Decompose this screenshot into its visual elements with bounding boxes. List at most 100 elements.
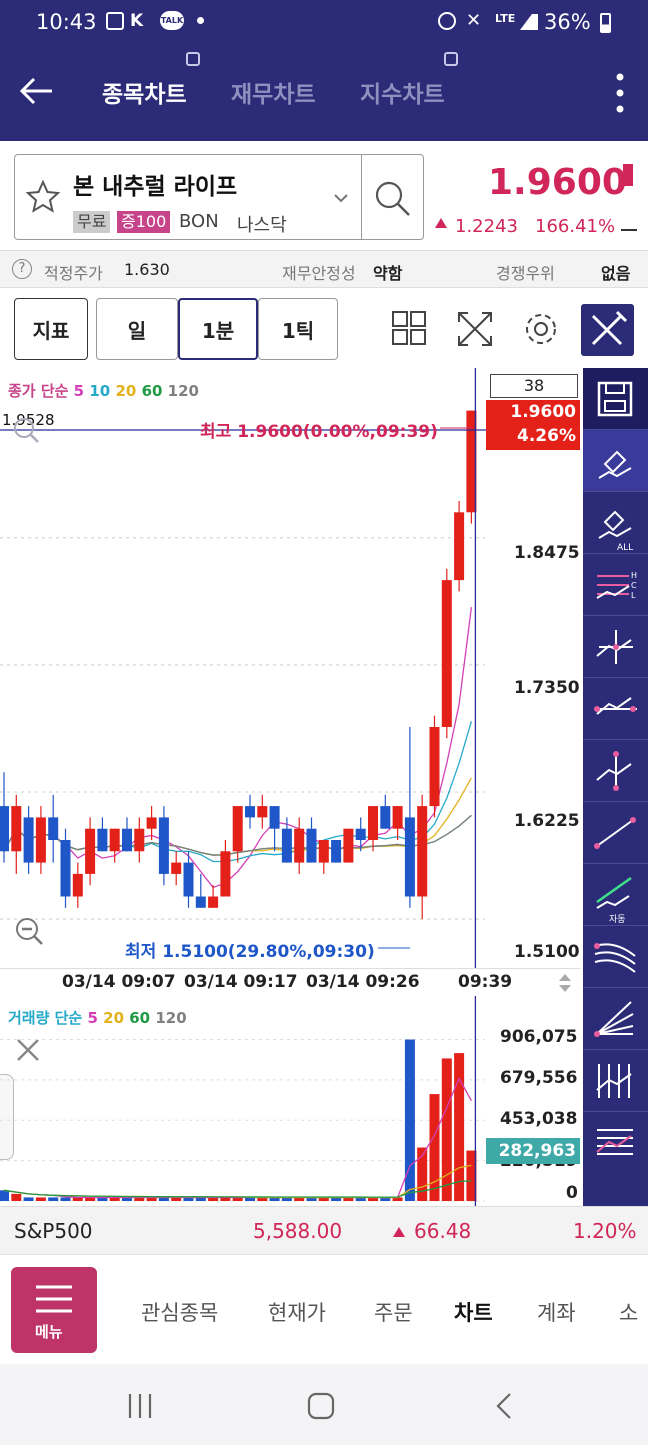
crosshair-line-icon[interactable]	[583, 616, 648, 678]
volume-bar	[60, 1197, 71, 1201]
svg-text:자동: 자동	[609, 914, 626, 925]
price-percent: 166.41%	[535, 216, 616, 237]
recent-apps-icon[interactable]	[126, 1392, 154, 1420]
tab-badge-icon	[186, 52, 200, 66]
current-price-value: 1.9600	[510, 402, 576, 422]
current-percent-value: 4.26%	[517, 426, 576, 446]
index-ticker[interactable]: S&P500 5,588.00 66.48 1.20%	[0, 1206, 648, 1254]
price-chart[interactable]: 종가 단순 5 10 20 60 120 1.9528 38 1.9600 4.…	[0, 368, 580, 968]
search-icon[interactable]	[373, 179, 413, 219]
volume-bar	[343, 1197, 354, 1201]
competition-label: 경쟁우위	[496, 264, 555, 283]
nav-order[interactable]: 주문	[374, 1301, 413, 1325]
candle-body	[35, 817, 46, 863]
layout-grid-icon[interactable]	[391, 310, 427, 346]
save-icon[interactable]	[583, 368, 648, 430]
candle-body	[368, 806, 378, 840]
zoom-out-icon[interactable]	[14, 916, 44, 946]
tab-index-chart[interactable]: 지수차트	[360, 82, 445, 108]
volume-ma60-line	[3, 1180, 472, 1198]
candle-body	[281, 828, 292, 863]
nav-current-price[interactable]: 현재가	[268, 1301, 326, 1325]
volume-bar	[158, 1197, 169, 1201]
tab-financial-chart[interactable]: 재무차트	[231, 82, 316, 108]
nav-chart[interactable]: 차트	[454, 1301, 493, 1325]
svg-text:C: C	[631, 581, 637, 590]
system-nav	[0, 1364, 648, 1445]
volume-bar	[281, 1197, 292, 1201]
status-time: 10:43	[36, 10, 97, 34]
y-axis-label-2: 1.7350	[514, 678, 580, 698]
volume-bar	[35, 1197, 46, 1201]
fan-lines-icon[interactable]	[583, 988, 648, 1050]
volume-legend-ma20: 20	[103, 1009, 125, 1027]
close-icon[interactable]	[14, 1036, 42, 1064]
stock-name: 본 내추럴 라이프	[73, 174, 238, 200]
price-chart-canvas[interactable]	[0, 368, 580, 968]
alarm-icon	[438, 12, 456, 30]
eraser-icon[interactable]	[583, 430, 648, 492]
volume-bar	[97, 1197, 108, 1201]
volume-chart[interactable]: 거래량 단순 5 20 60 120 906,075 679,556 453,0…	[0, 996, 580, 1206]
help-icon[interactable]: ?	[12, 259, 32, 279]
period-1min-button[interactable]: 1분	[178, 298, 258, 360]
volume-axis-label-2: 679,556	[500, 1068, 578, 1088]
vertical-lines-icon[interactable]	[583, 1050, 648, 1112]
volume-bar	[109, 1197, 120, 1201]
period-day-button[interactable]: 일	[96, 298, 178, 360]
tab-badge-icon	[444, 52, 458, 66]
menu-button[interactable]: 메뉴	[11, 1267, 97, 1353]
tab-stock-chart[interactable]: 종목차트	[102, 82, 187, 108]
dropdown-icon[interactable]	[333, 189, 349, 203]
home-icon[interactable]	[307, 1392, 335, 1420]
fullscreen-icon[interactable]	[456, 310, 494, 348]
candle-body	[146, 817, 157, 829]
volume-bar	[122, 1197, 132, 1201]
nav-more[interactable]: 소	[619, 1301, 639, 1325]
volume-bar	[0, 1190, 9, 1201]
back-icon[interactable]	[18, 73, 54, 109]
horizontal-lines-icon[interactable]	[583, 1112, 648, 1174]
horizontal-line-icon[interactable]	[583, 678, 648, 740]
arc-lines-icon[interactable]	[583, 926, 648, 988]
volume-bar	[23, 1197, 34, 1201]
trend-line-icon[interactable]	[583, 802, 648, 864]
volume-bar	[195, 1197, 206, 1201]
volume-axis-label-1: 906,075	[500, 1027, 578, 1047]
volume-axis-label-5: 0	[566, 1183, 578, 1203]
nav-account[interactable]: 계좌	[537, 1301, 576, 1325]
vertical-line-icon[interactable]	[583, 740, 648, 802]
volume-axis-label-3: 453,038	[500, 1109, 578, 1129]
candle-body	[429, 727, 440, 807]
candle-body	[134, 828, 145, 852]
time-label-1: 03/14 09:07	[62, 972, 176, 992]
app-notify-icon: K	[130, 11, 144, 31]
nav-watchlist[interactable]: 관심종목	[141, 1301, 219, 1325]
candle-body	[269, 806, 280, 829]
drawing-tools-button[interactable]	[581, 304, 634, 356]
candle-body	[122, 828, 132, 852]
volume-bar	[245, 1197, 255, 1201]
zoom-in-icon[interactable]	[12, 416, 40, 444]
favorite-star-icon[interactable]	[25, 179, 61, 215]
more-menu-icon[interactable]	[614, 71, 626, 115]
last-price: 1.9600	[488, 162, 627, 203]
auto-trend-icon[interactable]: 자동	[583, 864, 648, 926]
back-nav-icon[interactable]	[492, 1392, 520, 1420]
battery-percent: 36%	[544, 10, 591, 34]
competition-value: 없음	[601, 264, 631, 283]
indicator-button[interactable]: 지표	[14, 298, 88, 360]
period-1tick-button[interactable]: 1틱	[258, 298, 338, 360]
y-axis-label-4: 1.5100	[514, 942, 580, 962]
volume-current-tag: 282,963	[486, 1138, 580, 1164]
candle-body	[245, 806, 255, 818]
volume-chart-canvas[interactable]	[0, 996, 580, 1206]
stock-selector[interactable]: 본 내추럴 라이프 무료 증100 BON 나스닥	[14, 154, 424, 240]
settings-gear-icon[interactable]	[522, 310, 560, 348]
volume-legend-ma5: 5	[87, 1009, 98, 1027]
resize-handle-icon[interactable]	[555, 971, 575, 995]
status-bar: 10:43 K TALK ✕ LTE 36%	[0, 0, 648, 45]
side-drawer-handle[interactable]	[0, 1074, 14, 1160]
erase-all-icon[interactable]: ALL	[583, 492, 648, 554]
